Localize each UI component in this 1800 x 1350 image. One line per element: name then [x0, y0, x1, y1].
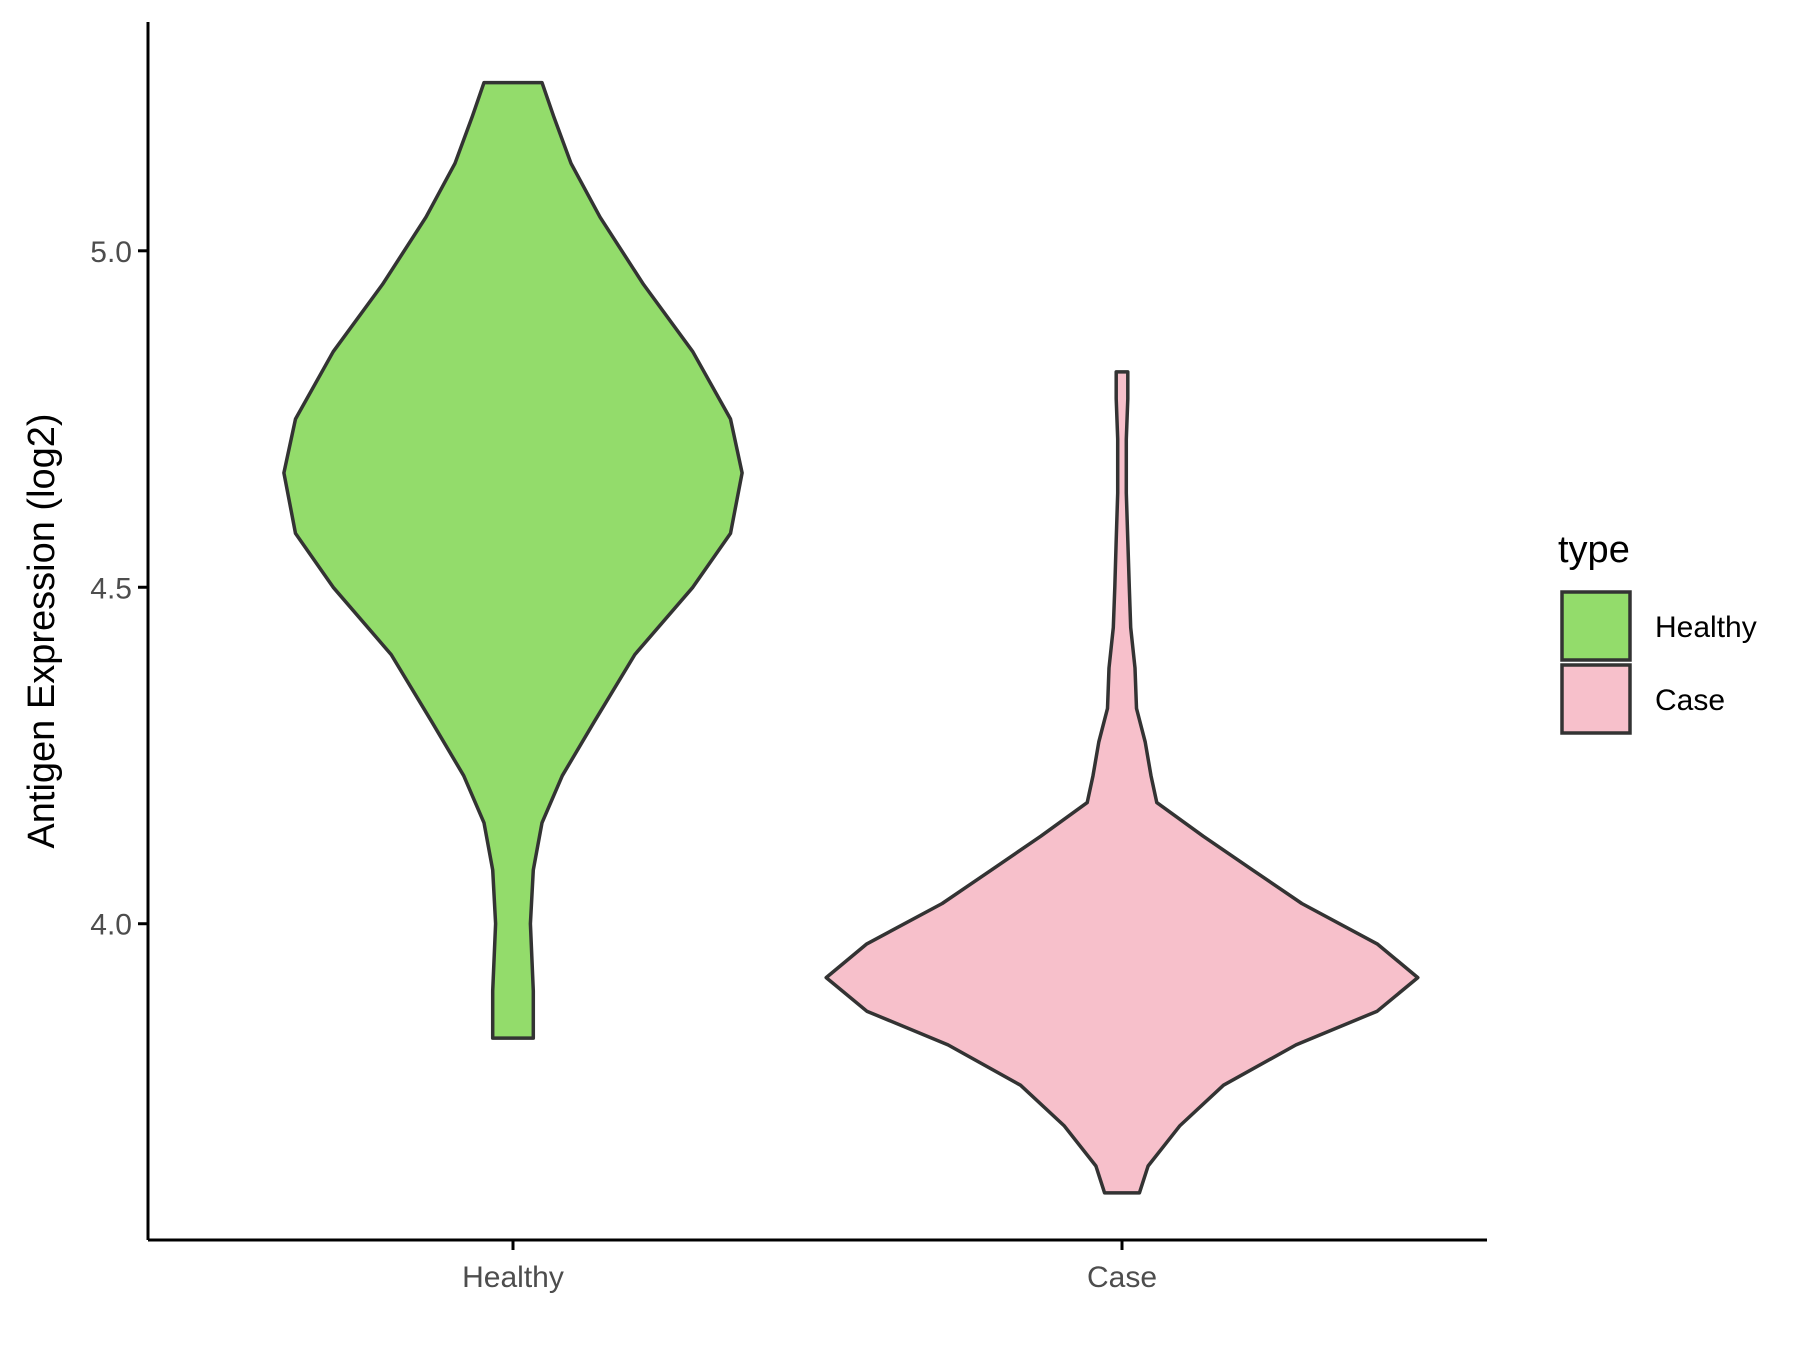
- y-tick-label: 5.0: [90, 236, 132, 269]
- violin-healthy: [282, 80, 744, 1040]
- y-tick-label: 4.5: [90, 572, 132, 605]
- legend-swatch-healthy: [1560, 590, 1632, 662]
- x-tick-label: Healthy: [462, 1261, 564, 1294]
- legend-title: type: [1558, 529, 1630, 571]
- x-tick-label: Case: [1087, 1261, 1157, 1294]
- y-tick-label: 4.0: [90, 909, 132, 942]
- violin-case: [824, 370, 1420, 1195]
- legend: Healthy Case: [1560, 590, 1757, 735]
- legend-label-healthy: Healthy: [1655, 611, 1757, 644]
- y-axis-title: Antigen Expression (log2): [21, 413, 63, 848]
- y-tick-layer: 4.0 4.5 5.0: [90, 236, 148, 942]
- violin-layer: [282, 80, 1420, 1195]
- legend-swatch-case: [1560, 663, 1632, 735]
- x-tick-layer: Healthy Case: [462, 1240, 1157, 1294]
- legend-label-case: Case: [1655, 684, 1725, 717]
